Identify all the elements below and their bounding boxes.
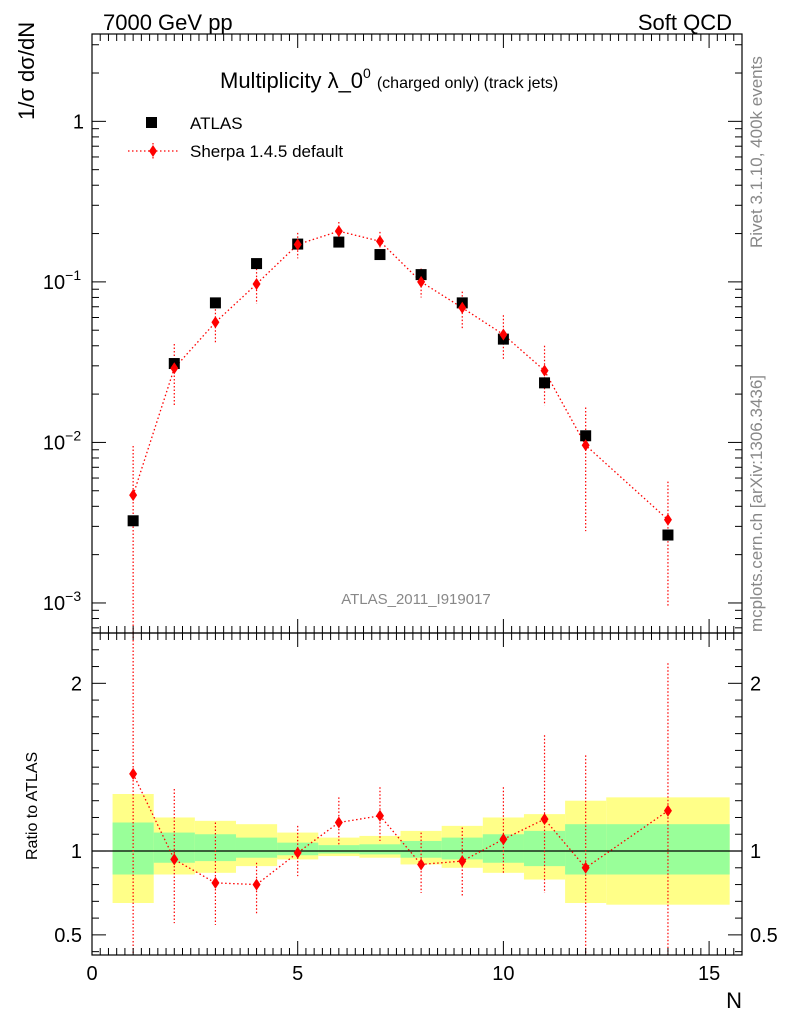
atlas-point — [209, 297, 221, 309]
atlas-point — [662, 529, 674, 541]
main-y-axis-label: 1/σ dσ/dN — [14, 22, 39, 120]
sherpa-point — [293, 238, 302, 251]
main-panel-data — [127, 222, 674, 633]
sherpa-point — [211, 316, 220, 329]
ratio-sherpa-point — [375, 809, 384, 822]
ratio-band-green — [359, 844, 401, 855]
atlas-point — [333, 236, 345, 248]
ratio-frame — [91, 632, 743, 956]
sherpa-point — [663, 513, 672, 526]
atlas-point — [539, 377, 551, 389]
atlas-point — [580, 430, 592, 442]
plot-title-main: Multiplicity λ_0 — [220, 68, 363, 93]
main-y-tick-label: 1 — [73, 111, 84, 133]
atlas-point — [415, 269, 427, 281]
ratio-band-green — [441, 837, 483, 860]
ratio-sherpa-point — [417, 858, 426, 871]
ratio-y-tick-label-right: 1 — [750, 841, 761, 863]
ratio-sherpa-point — [334, 816, 343, 829]
sherpa-point — [334, 225, 343, 238]
ratio-band-green — [400, 840, 442, 858]
ratio-y-tick-label-left: 0.5 — [54, 925, 82, 947]
main-y-tick-label: 10−3 — [43, 588, 81, 615]
sherpa-point — [375, 235, 384, 248]
ratio-band-green — [235, 837, 278, 858]
legend-atlas-marker — [146, 117, 157, 128]
ratio-sherpa-point — [129, 767, 138, 780]
sherpa-point — [581, 439, 590, 452]
sherpa-point — [252, 278, 261, 291]
ratio-y-tick-label-right: 2 — [750, 673, 761, 695]
x-tick-label: 0 — [86, 963, 97, 985]
plot-title-sup: 0 — [363, 65, 371, 81]
ratio-sherpa-point — [293, 846, 302, 859]
sherpa-point — [499, 328, 508, 341]
ratio-y-tick-label-left: 1 — [71, 841, 82, 863]
ratio-y-tick-label-right: 0.5 — [750, 925, 778, 947]
sherpa-point — [129, 489, 138, 502]
ratio-sherpa-point — [499, 833, 508, 846]
process-label: Soft QCD — [638, 10, 732, 35]
ratio-sherpa-point — [540, 813, 549, 826]
legend-atlas-label: ATLAS — [190, 114, 243, 133]
sherpa-point — [417, 275, 426, 288]
main-y-tick-label: 10−1 — [43, 267, 81, 294]
x-tick-label: 10 — [492, 963, 514, 985]
legend-sherpa-label: Sherpa 1.4.5 default — [190, 142, 343, 161]
ratio-sherpa-point — [170, 853, 179, 866]
ratio-uncertainty-bands — [112, 794, 730, 905]
ratio-panel-data — [129, 633, 672, 955]
ratio-band-green — [318, 845, 360, 854]
plot-title: Multiplicity λ_00 (charged only) (track j… — [220, 65, 558, 93]
atlas-point — [127, 515, 139, 527]
axes: 0 5 10 15 1 10−1 10−2 10−3 2 2 1 1 0.5 0.5 — [43, 33, 778, 985]
rivet-version-label: Rivet 3.1.10, 400k events — [747, 56, 766, 248]
legend: ATLAS Sherpa 1.4.5 default — [128, 114, 343, 161]
sherpa-point — [458, 301, 467, 314]
ratio-sherpa-point — [663, 804, 672, 817]
ratio-sherpa-point — [252, 878, 261, 891]
sherpa-line — [132, 230, 669, 521]
legend-sherpa-marker — [149, 145, 157, 157]
ratio-band-green — [112, 822, 154, 875]
x-tick-label: 15 — [698, 963, 720, 985]
sherpa-point — [540, 364, 549, 377]
analysis-watermark: ATLAS_2011_I919017 — [341, 591, 491, 608]
plot-title-small: (charged only) (track jets) — [377, 75, 558, 92]
ratio-sherpa-point — [458, 855, 467, 868]
mcplots-label: mcplots.cern.ch [arXiv:1306.3436] — [747, 375, 766, 632]
ratio-sherpa-point — [211, 876, 220, 889]
x-tick-label: 5 — [292, 963, 303, 985]
x-axis-label: N — [726, 988, 742, 1013]
energy-label: 7000 GeV pp — [103, 10, 233, 35]
ratio-y-axis-label: Ratio to ATLAS — [24, 752, 41, 860]
atlas-point — [251, 258, 263, 270]
ratio-sherpa-point — [581, 861, 590, 874]
atlas-point — [374, 249, 386, 261]
sherpa-point — [170, 362, 179, 375]
ratio-y-tick-label-left: 2 — [71, 673, 82, 695]
main-y-tick-label: 10−2 — [43, 427, 81, 454]
